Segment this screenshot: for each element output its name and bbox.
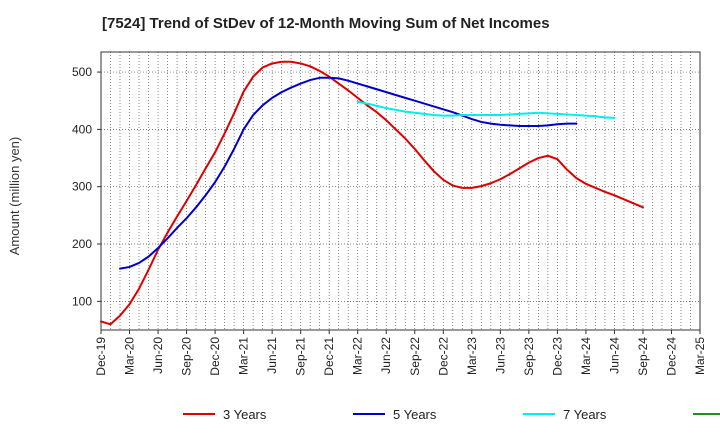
- chart-title: [7524] Trend of StDev of 12-Month Moving…: [102, 15, 550, 32]
- y-tick-label: 100: [72, 294, 92, 308]
- y-tick-label: 500: [72, 65, 92, 79]
- y-tick-label: 200: [72, 237, 92, 251]
- series-line-3-years: [100, 60, 644, 326]
- legend-label: 3 Years: [223, 407, 267, 422]
- x-tick-label: Jun-20: [151, 337, 165, 374]
- y-tick-label: 300: [72, 180, 92, 194]
- x-tick-label: Mar-21: [237, 337, 251, 375]
- x-tick-label: Jun-21: [265, 337, 279, 374]
- y-tick-label: 400: [72, 122, 92, 136]
- x-tick-label: Dec-19: [94, 337, 108, 376]
- plot-frame: [100, 51, 701, 331]
- legend-label: 7 Years: [563, 407, 607, 422]
- x-tick-label: Dec-21: [322, 337, 336, 376]
- x-tick-label: Mar-22: [351, 337, 365, 375]
- x-tick-label: Sep-22: [408, 337, 422, 376]
- x-tick-label: Mar-20: [123, 337, 137, 375]
- series-line-7-years: [356, 100, 616, 119]
- x-tick-label: Sep-21: [294, 337, 308, 376]
- x-tick-label: Jun-22: [379, 337, 393, 374]
- x-tick-label: Sep-23: [522, 337, 536, 376]
- x-tick-label: Mar-23: [465, 337, 479, 375]
- x-tick-label: Sep-24: [636, 337, 650, 376]
- x-tick-label: Jun-23: [493, 337, 507, 374]
- x-tick-label: Dec-20: [208, 337, 222, 376]
- x-tick-label: Mar-25: [693, 337, 707, 375]
- x-tick-label: Jun-24: [607, 337, 621, 374]
- x-tick-label: Dec-24: [664, 337, 678, 376]
- x-tick-label: Dec-22: [436, 337, 450, 376]
- x-tick-label: Mar-24: [579, 337, 593, 375]
- x-tick-label: Dec-23: [550, 337, 564, 376]
- y-axis-title: Amount (million yen): [7, 137, 22, 256]
- series-line-5-years: [119, 76, 578, 270]
- x-tick-label: Sep-20: [180, 337, 194, 376]
- legend-label: 5 Years: [393, 407, 437, 422]
- plot-area: [101, 52, 700, 330]
